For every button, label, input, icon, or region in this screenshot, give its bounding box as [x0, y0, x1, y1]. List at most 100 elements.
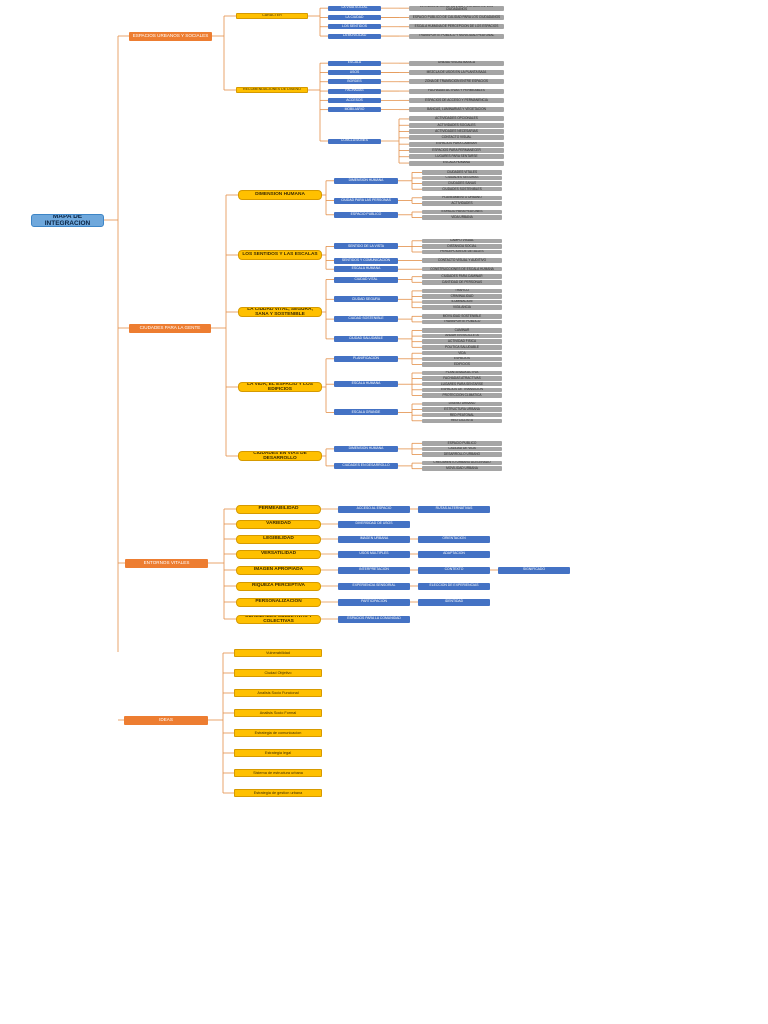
leaf-node[interactable]: CIUDADES SEGURAS	[422, 175, 502, 181]
leaf-node[interactable]: DESARROLLO URBANO	[422, 452, 502, 457]
leaf-node[interactable]: RED CICLISTA	[422, 418, 502, 424]
leaf-node[interactable]: PLANTA BAJA ACTIVA	[422, 370, 502, 376]
detail-node[interactable]: PLANIFICACION	[334, 355, 398, 362]
idea-item[interactable]: Estrategia legal	[234, 749, 322, 757]
detail-node[interactable]: CIUDADES EN DESARROLLO	[334, 462, 398, 469]
detail-node[interactable]: LA VIDA SOCIAL	[328, 5, 381, 11]
detail-node[interactable]: SIGNIFICADO	[498, 566, 570, 574]
leaf-node[interactable]: BANCAS, LUMINARIAS Y VEGETACION	[409, 107, 504, 113]
detail-node[interactable]: CONCLUSIONES	[328, 138, 381, 144]
leaf-node[interactable]: RED PEATONAL	[422, 412, 502, 418]
leaf-node[interactable]: PROTECCION CLIMATICA	[422, 393, 502, 398]
detail-node[interactable]: CIUDAD SALUDABLE	[334, 335, 398, 342]
leaf-node[interactable]: LUGARES PARA SENTARSE	[409, 154, 504, 160]
leaf-node[interactable]: CALIDAD DE VIDA	[422, 446, 502, 452]
detail-node[interactable]: ESPACIO PUBLICO	[334, 211, 398, 218]
leaf-node[interactable]: CIUDADES PARA CAMINAR	[422, 274, 502, 279]
detail-node[interactable]: ESCALA GRANDE	[334, 409, 398, 416]
topic-node[interactable]: IMAGEN APROPIADA	[236, 565, 321, 575]
leaf-node[interactable]: DISEÑO URBANO	[422, 401, 502, 407]
idea-item[interactable]: Vulnerabilidad	[234, 649, 322, 657]
topic-node[interactable]: PERMEABILIDAD	[236, 504, 321, 514]
leaf-node[interactable]: PERCEPCION DE DETALLES	[422, 249, 502, 255]
detail-node[interactable]: SENTIDO DE LA VISTA	[334, 243, 398, 250]
detail-node[interactable]: BORDES	[328, 79, 381, 85]
leaf-node[interactable]: DISTANCIA SOCIAL	[422, 244, 502, 249]
leaf-node[interactable]: ILUMINACION	[422, 299, 502, 305]
leaf-node[interactable]: ACTIVIDADES	[422, 201, 502, 206]
detail-node[interactable]: ACCESO AL ESPACIO	[338, 505, 410, 513]
detail-node[interactable]: INTERPRETACION	[338, 566, 410, 574]
leaf-node[interactable]: MOVILIDAD URBANA	[422, 466, 502, 471]
leaf-node[interactable]: ESCALA HUMANA DE PERCEPCION DE LOS ESPAC…	[409, 24, 504, 30]
leaf-node[interactable]: ESPACIOS DE TRANSICION	[422, 387, 502, 393]
detail-node[interactable]: RUTAS ALTERNATIVAS	[418, 505, 490, 513]
detail-node[interactable]: SENTIDOS Y COMUNICACION	[334, 257, 398, 264]
detail-node[interactable]: ESCALA HUMANA	[334, 266, 398, 273]
leaf-node[interactable]: CRECIMIENTO URBANO ACELERADO	[422, 460, 502, 466]
leaf-node[interactable]: EL ENCUENTRO DE LA VIDA Y ESPACIO DE LOS…	[409, 5, 504, 11]
detail-node[interactable]: ESPACIOS PARA LA COMUNIDAD	[338, 615, 410, 623]
root-node[interactable]: MAPA DE INTEGRACION	[31, 214, 104, 227]
topic-node[interactable]: LA VIDA, EL ESPACIO Y LOS EDIFICIOS	[238, 382, 322, 392]
detail-node[interactable]: IDENTIDAD	[418, 598, 490, 606]
topic-node[interactable]: VERSATILIDAD	[236, 549, 321, 559]
detail-node[interactable]: CIUDAD SEGURA	[334, 296, 398, 303]
leaf-node[interactable]: TRANSPORTE PUBLICO Y MOVILIDAD PEATONAL	[409, 33, 504, 39]
leaf-node[interactable]: ACTIVIDADES SOCIALES	[409, 122, 504, 128]
leaf-node[interactable]: VIDA URBANA	[422, 215, 502, 220]
leaf-node[interactable]: UNIDAD VISUAL BASICA	[409, 60, 504, 66]
leaf-node[interactable]: ACTIVIDADES OPCIONALES	[409, 116, 504, 122]
leaf-node[interactable]: ESPACIOS PARA PERMANECER	[409, 147, 504, 153]
leaf-node[interactable]: CAMINAR	[422, 328, 502, 333]
topic-node[interactable]: RECOMENDACIONES DE DISEÑO	[236, 87, 308, 93]
leaf-node[interactable]: ESPACIOS	[422, 356, 502, 362]
detail-node[interactable]: MOBILIARIO	[328, 107, 381, 113]
leaf-node[interactable]: FACHADAS ACTIVAS Y PERMEABLES	[409, 88, 504, 94]
leaf-node[interactable]: ESPACIO PUBLICO DE CALIDAD PARA LOS CIUD…	[409, 14, 504, 20]
detail-node[interactable]: CIUDAD PARA LAS PERSONAS	[334, 197, 398, 204]
leaf-node[interactable]: CIUDADES SANAS	[422, 181, 502, 186]
leaf-node[interactable]: PLANEAMIENTO URBANO	[422, 195, 502, 201]
topic-node[interactable]: PERSONALIZACION	[236, 597, 321, 607]
leaf-node[interactable]: ESCALA HUMANA	[409, 160, 504, 166]
leaf-node[interactable]: CRIMINALIDAD	[422, 294, 502, 299]
idea-item[interactable]: Estrategia de gestion urbana	[234, 789, 322, 797]
detail-node[interactable]: DIMENSION HUMANA	[334, 177, 398, 184]
leaf-node[interactable]: MEZCLA DE USOS EN LA PLANTA BAJA	[409, 69, 504, 75]
idea-item[interactable]: Analisis Socio Formal	[234, 709, 322, 717]
leaf-node[interactable]: VIDA	[422, 350, 502, 356]
topic-node[interactable]: DIMENSION HUMANA	[238, 190, 322, 200]
leaf-node[interactable]: ESPACIO PUBLICO	[422, 441, 502, 446]
detail-node[interactable]: USOS	[328, 69, 381, 75]
topic-node[interactable]: LOS SENTIDOS Y LAS ESCALAS	[238, 250, 322, 260]
leaf-node[interactable]: ESPACIOS PARA CAMINAR	[409, 141, 504, 147]
detail-node[interactable]: ESCALA HUMANA	[334, 381, 398, 388]
detail-node[interactable]: CIUDAD SOSTENIBLE	[334, 316, 398, 323]
detail-node[interactable]: LA MOVILIDAD	[328, 33, 381, 39]
detail-node[interactable]: LOS SENTIDOS	[328, 24, 381, 30]
leaf-node[interactable]: FACHADAS ATRACTIVAS	[422, 376, 502, 381]
detail-node[interactable]: CONTEXTO	[418, 566, 490, 574]
detail-node[interactable]: DIMENSION HUMANA	[334, 445, 398, 452]
leaf-node[interactable]: CONSTRUCCIONES DE ESCALA HUMANA	[422, 266, 502, 272]
leaf-node[interactable]: ANDAR EN BICICLETA	[422, 333, 502, 339]
leaf-node[interactable]: POLITICA SALUDABLE	[422, 345, 502, 350]
detail-node[interactable]: CIUDAD VITAL	[334, 276, 398, 283]
topic-node[interactable]: LA CIUDAD VITAL, SEGURA, SANA Y SOSTENIB…	[238, 307, 322, 317]
section-espacios[interactable]: ESPACIOS URBANOS Y SOCIALES	[129, 32, 212, 41]
leaf-node[interactable]: ACTIVIDADES NECESARIAS	[409, 129, 504, 135]
topic-node[interactable]: CIUDADES EN VIAS DE DESARROLLO	[238, 451, 322, 461]
leaf-node[interactable]: EDIFICIOS	[422, 362, 502, 367]
leaf-node[interactable]: ESPACIO PARA PEATONES	[422, 209, 502, 215]
detail-node[interactable]: FACHADAS	[328, 88, 381, 94]
topic-node[interactable]: CARACTER	[236, 13, 308, 19]
leaf-node[interactable]: ESPACIOS DE ACCESO Y PERMANENCIA	[409, 97, 504, 103]
detail-node[interactable]: USOS MULTIPLES	[338, 550, 410, 558]
leaf-node[interactable]: CAMPO VISUAL	[422, 238, 502, 244]
detail-node[interactable]: ESCALA	[328, 60, 381, 66]
leaf-node[interactable]: VIGILANCIA	[422, 305, 502, 310]
leaf-node[interactable]: CONTACTO VISUAL Y AUDITIVO	[422, 258, 502, 263]
detail-node[interactable]: ORIENTACION	[418, 535, 490, 543]
leaf-node[interactable]: MOVILIDAD SOSTENIBLE	[422, 314, 502, 319]
